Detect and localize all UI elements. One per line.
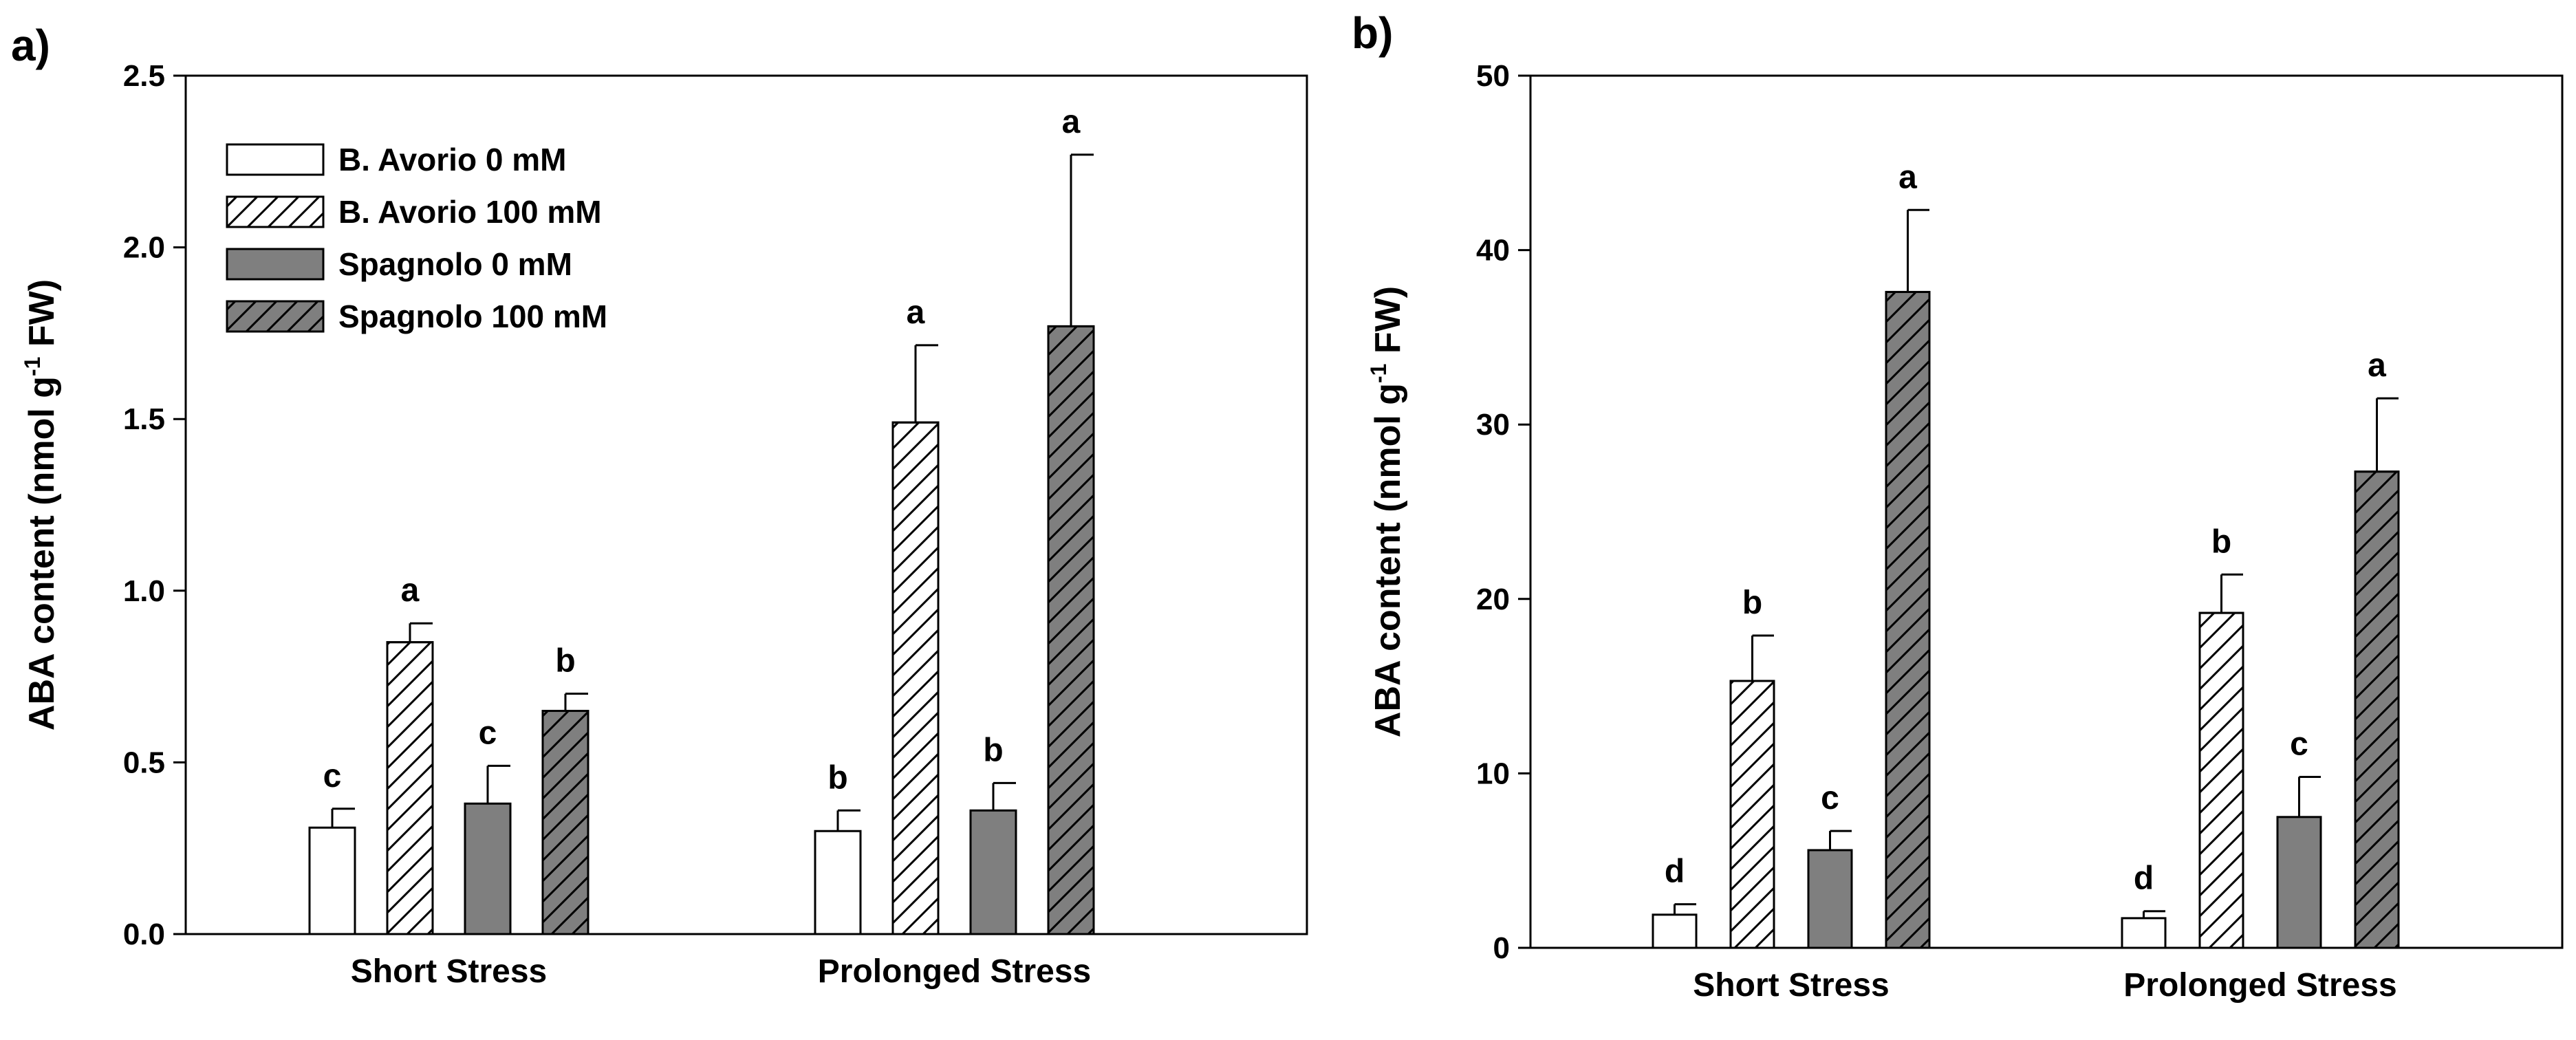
bar-hatch [891, 421, 940, 935]
y-tick-label: 20 [1476, 583, 1510, 616]
panel-label: b) [1352, 8, 1393, 58]
bar [308, 826, 356, 935]
y-tick-label: 0.5 [123, 746, 165, 779]
legend-swatch [226, 248, 325, 281]
x-category-label: Prolonged Stress [2123, 967, 2396, 1004]
legend-swatch [226, 143, 325, 176]
bar [2121, 917, 2167, 949]
x-category-label: Prolonged Stress [818, 953, 1091, 990]
bar-hatch [1885, 290, 1931, 949]
significance-letter: b [827, 759, 847, 796]
significance-letter: a [401, 572, 420, 609]
significance-letter: b [1742, 585, 1762, 621]
y-tick-label: 1.0 [123, 574, 165, 608]
bar-hatch [2354, 470, 2400, 949]
y-tick-label: 2.0 [123, 231, 165, 265]
bar [1807, 849, 1853, 949]
bar [2276, 816, 2322, 949]
y-tick-label: 1.5 [123, 402, 165, 436]
legend-swatch-hatch [226, 195, 325, 228]
y-axis-title: ABA content (nmol g-1 FW) [20, 279, 62, 730]
significance-letter: c [1821, 780, 1839, 816]
y-axis-title: ABA content (nmol g-1 FW) [1366, 286, 1408, 737]
legend-label: B. Avorio 100 mM [338, 194, 602, 230]
bar [464, 802, 512, 935]
bar [1652, 913, 1698, 949]
plot-frame [1529, 74, 2564, 949]
significance-letter: b [555, 643, 575, 680]
y-tick-label: 50 [1476, 59, 1510, 93]
legend-label: Spagnolo 100 mM [338, 299, 607, 334]
y-tick-label: 0.0 [123, 918, 165, 951]
bar-hatch [386, 641, 434, 935]
chart-panel-1: a) 0.0 0.5 1.0 1.5 2.0 2.5 ABA content (nmol g-… [11, 21, 1308, 990]
significance-letter: d [2134, 860, 2154, 897]
significance-letter: c [479, 715, 497, 751]
y-tick-label: 40 [1476, 234, 1510, 268]
significance-letter: c [2290, 726, 2308, 762]
y-tick-label: 30 [1476, 408, 1510, 442]
plot-frame [184, 74, 1308, 935]
panel-label: a) [11, 21, 50, 70]
significance-letter: a [1062, 104, 1081, 140]
bar-hatch [541, 710, 589, 935]
y-tick-label: 10 [1476, 757, 1510, 790]
significance-letter: b [2211, 523, 2231, 560]
legend-label: B. Avorio 0 mM [338, 142, 566, 177]
bar-hatch [1047, 325, 1095, 935]
significance-letter: b [983, 732, 1003, 768]
bar-hatch [2198, 611, 2244, 949]
significance-letter: a [2368, 347, 2386, 384]
significance-letter: d [1665, 854, 1685, 890]
y-tick-label: 0 [1493, 931, 1510, 965]
bar [814, 830, 862, 935]
significance-letter: a [1898, 159, 1917, 195]
bar [969, 809, 1017, 935]
significance-letter: a [907, 294, 925, 331]
bar-hatch [1729, 680, 1775, 949]
legend-swatch-hatch [226, 300, 325, 333]
legend: B. Avorio 0 mM B. Avorio 100 mM Spagnolo 0… [226, 142, 607, 334]
legend-label: Spagnolo 0 mM [338, 246, 572, 282]
x-category-label: Short Stress [1693, 967, 1889, 1004]
chart-panel-2: b) 0 10 20 30 40 50 ABA content (nmol g-1 FW) d b… [1352, 8, 2564, 1004]
y-tick-label: 2.5 [123, 59, 165, 93]
x-category-label: Short Stress [351, 953, 547, 990]
significance-letter: c [323, 758, 342, 794]
